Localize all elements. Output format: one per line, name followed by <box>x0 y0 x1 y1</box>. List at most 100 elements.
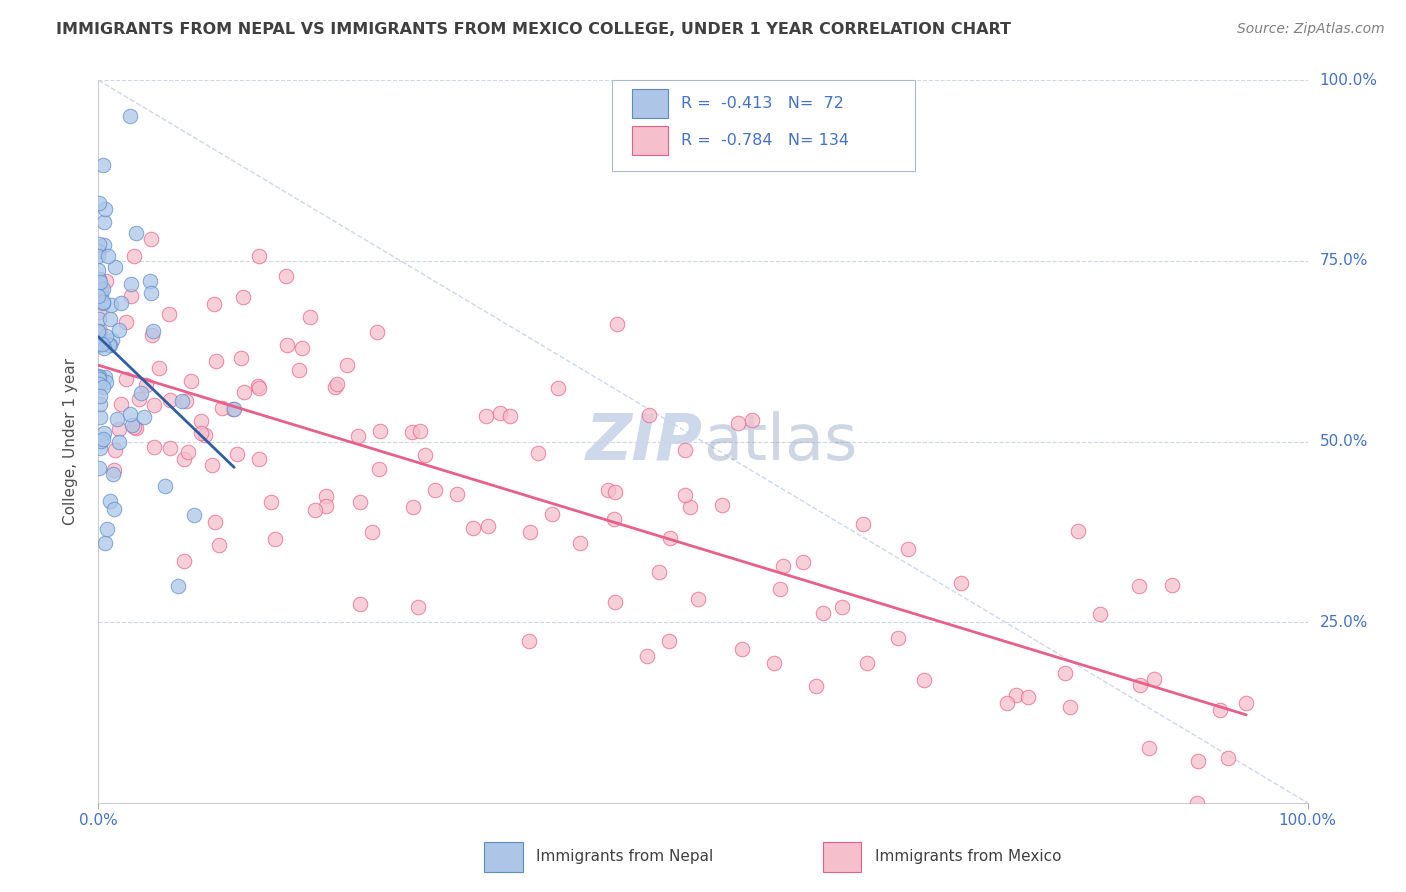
Point <box>98 337 121 351</box>
Point <box>233 384 256 399</box>
Point <box>87 249 110 263</box>
Point <box>97 249 120 263</box>
Point <box>205 353 228 368</box>
Point <box>315 489 337 503</box>
Point <box>91 158 114 172</box>
Point <box>792 555 814 569</box>
Point <box>1137 740 1160 755</box>
Point <box>246 378 269 392</box>
Point <box>1017 690 1039 704</box>
Point <box>519 524 541 539</box>
Point <box>247 249 270 263</box>
Point <box>346 429 368 443</box>
Point <box>100 297 122 311</box>
Point <box>1216 751 1239 765</box>
Point <box>159 392 181 407</box>
Point <box>711 498 734 512</box>
Point <box>602 512 624 526</box>
FancyBboxPatch shape <box>631 89 668 118</box>
Point <box>638 409 661 423</box>
Point <box>1128 579 1150 593</box>
Point <box>636 648 658 663</box>
Point <box>831 599 853 614</box>
Point <box>100 333 122 347</box>
Point <box>276 268 298 283</box>
Point <box>194 428 217 442</box>
Text: IMMIGRANTS FROM NEPAL VS IMMIGRANTS FROM MEXICO COLLEGE, UNDER 1 YEAR CORRELATIO: IMMIGRANTS FROM NEPAL VS IMMIGRANTS FROM… <box>56 22 1011 37</box>
Point <box>159 441 181 455</box>
Point <box>349 495 371 509</box>
Point <box>541 507 564 521</box>
Point <box>87 262 110 277</box>
Point <box>172 394 194 409</box>
Point <box>96 329 118 343</box>
Point <box>673 442 696 457</box>
Point <box>190 426 212 441</box>
Point <box>1234 696 1257 710</box>
Point <box>87 370 110 384</box>
Point <box>148 361 170 376</box>
Point <box>110 295 132 310</box>
Point <box>87 196 110 211</box>
Point <box>89 389 111 403</box>
Point <box>679 500 702 514</box>
Point <box>87 338 110 352</box>
Point <box>122 249 145 263</box>
Point <box>124 420 146 434</box>
Point <box>87 327 110 342</box>
Point <box>949 575 972 590</box>
Point <box>89 237 111 252</box>
Point <box>91 336 114 351</box>
Point <box>128 392 150 406</box>
Point <box>291 342 314 356</box>
Point <box>367 461 389 475</box>
Point <box>87 326 110 340</box>
Point <box>143 398 166 412</box>
Point <box>658 532 681 546</box>
Point <box>104 443 127 458</box>
Point <box>101 467 124 481</box>
Point <box>87 304 110 318</box>
Text: R =  -0.413   N=  72: R = -0.413 N= 72 <box>682 96 844 111</box>
Point <box>741 413 763 427</box>
Point <box>326 377 349 392</box>
Point <box>856 656 879 670</box>
Point <box>461 521 484 535</box>
Point <box>110 397 132 411</box>
Point <box>121 417 143 432</box>
Point <box>208 538 231 552</box>
Point <box>477 519 499 533</box>
Point <box>143 441 166 455</box>
Point <box>90 283 112 297</box>
Point <box>606 317 628 331</box>
Y-axis label: College, Under 1 year: College, Under 1 year <box>63 358 77 525</box>
Point <box>489 406 512 420</box>
Point <box>87 372 110 386</box>
Point <box>87 376 110 390</box>
Point <box>658 633 681 648</box>
Point <box>1161 578 1184 592</box>
Point <box>132 409 155 424</box>
Point <box>93 202 115 216</box>
Point <box>98 312 121 326</box>
Text: Source: ZipAtlas.com: Source: ZipAtlas.com <box>1237 22 1385 37</box>
Point <box>1209 703 1232 717</box>
Point <box>1067 524 1090 538</box>
Point <box>1088 607 1111 621</box>
Point <box>103 463 125 477</box>
Point <box>89 334 111 349</box>
Point <box>176 394 198 409</box>
Point <box>87 324 110 338</box>
Point <box>87 244 110 258</box>
Point <box>406 599 429 614</box>
Point <box>142 325 165 339</box>
Point <box>87 312 110 326</box>
Text: Immigrants from Mexico: Immigrants from Mexico <box>875 849 1062 864</box>
Point <box>361 524 384 539</box>
Point <box>1004 688 1026 702</box>
Text: ZIP: ZIP <box>586 410 703 473</box>
Point <box>98 337 121 351</box>
Point <box>304 503 326 517</box>
Point <box>87 369 110 384</box>
Point <box>336 358 359 372</box>
